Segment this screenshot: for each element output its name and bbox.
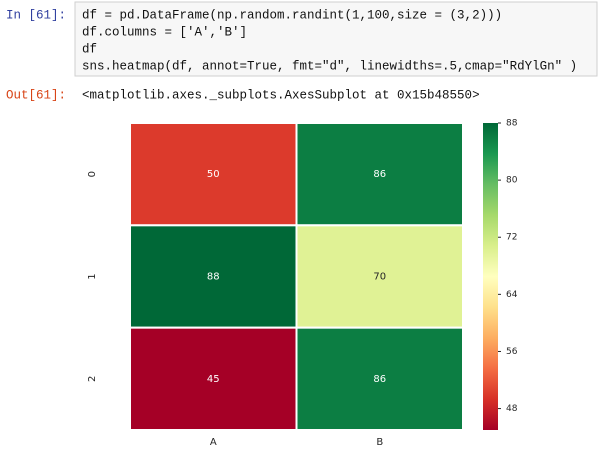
heatmap-cell bbox=[295, 122, 464, 227]
x-tick-label: A bbox=[210, 437, 217, 448]
colorbar-tick-label: 88 bbox=[506, 119, 518, 129]
heatmap-cell bbox=[129, 122, 298, 227]
colorbar-tick-label: 48 bbox=[506, 404, 518, 414]
input-prompt: In [61]: bbox=[6, 8, 66, 22]
code-line: sns.heatmap(df, annot=True, fmt="d", lin… bbox=[82, 59, 577, 73]
y-tick-label: 2 bbox=[87, 376, 98, 382]
heatmap-cell bbox=[129, 224, 298, 329]
colorbar-tick-label: 72 bbox=[506, 233, 517, 243]
output-text: <matplotlib.axes._subplots.AxesSubplot a… bbox=[82, 88, 480, 102]
code-line: df = pd.DataFrame(np.random.randint(1,10… bbox=[82, 8, 502, 22]
cell-label: 45 bbox=[207, 374, 220, 385]
output-prompt: Out[61]: bbox=[6, 88, 66, 102]
colorbar-tick-label: 56 bbox=[506, 347, 518, 357]
cell-label: 50 bbox=[207, 169, 220, 180]
y-tick-label: 0 bbox=[87, 171, 98, 177]
cell-label: 70 bbox=[373, 272, 386, 283]
heatmap-cell bbox=[129, 326, 298, 431]
code-line: df.columns = ['A','B'] bbox=[82, 25, 247, 39]
cell-label: 86 bbox=[373, 169, 386, 180]
cell-label: 88 bbox=[207, 272, 220, 283]
code-line: df bbox=[82, 42, 97, 56]
colorbar bbox=[483, 123, 498, 430]
colorbar-tick-label: 64 bbox=[506, 290, 518, 300]
cell-label: 86 bbox=[373, 374, 386, 385]
code-cell[interactable] bbox=[74, 1, 598, 77]
x-tick-label: B bbox=[376, 437, 383, 448]
heatmap-cell bbox=[295, 326, 464, 431]
heatmap: 50 86 88 70 45 86 A B 0 1 2 48 56 64 72 80 88 bbox=[87, 119, 518, 449]
colorbar-tick-label: 80 bbox=[506, 176, 518, 186]
y-tick-label: 1 bbox=[87, 273, 98, 279]
